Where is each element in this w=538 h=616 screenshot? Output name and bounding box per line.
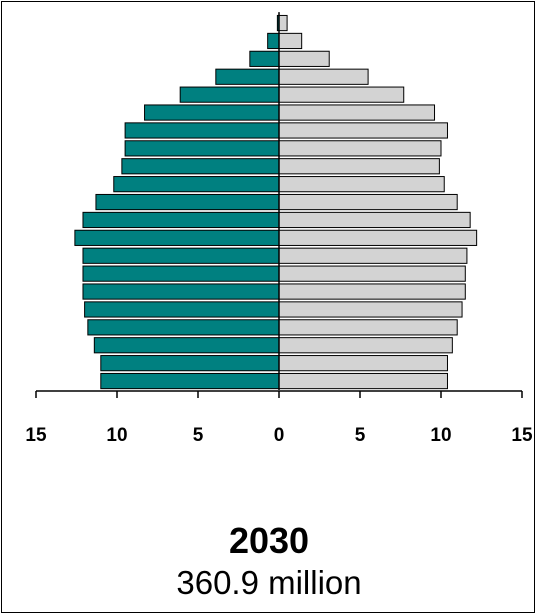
left-bar-1 [100, 355, 280, 372]
x-axis [35, 12, 523, 398]
x-tick-label: 0 [274, 425, 285, 446]
x-tick-label: 15 [511, 425, 533, 446]
x-tick-label: 5 [193, 425, 204, 446]
caption-total-population: 360.9 million [176, 564, 362, 601]
left-bar-12 [121, 158, 280, 175]
caption-year: 2030 [228, 520, 310, 561]
right-bar-19 [278, 32, 303, 50]
x-tick-labels: 15 10 5 0 5 10 15 [25, 425, 533, 446]
x-tick-label: 10 [430, 425, 451, 446]
left-bar-19 [267, 32, 280, 50]
left-bar-8 [74, 229, 280, 246]
left-bar-2 [93, 337, 280, 354]
right-bar-2 [278, 337, 453, 354]
right-bar-17 [278, 68, 369, 85]
right-bar-14 [278, 122, 448, 139]
left-bar-11 [113, 176, 280, 193]
right-bar-12 [278, 158, 440, 175]
left-bar-15 [144, 104, 280, 121]
right-bar-3 [278, 319, 458, 336]
left-bar-17 [215, 68, 280, 85]
right-bar-13 [278, 140, 442, 157]
right-bar-7 [278, 247, 468, 264]
left-bar-9 [82, 211, 280, 229]
left-bar-5 [82, 283, 280, 300]
right-bar-8 [278, 229, 478, 246]
left-bar-16 [179, 86, 280, 103]
right-bar-6 [278, 265, 466, 282]
left-bar-0 [100, 372, 280, 390]
right-bar-1 [278, 355, 448, 372]
right-bar-11 [278, 176, 445, 193]
right-bar-9 [278, 211, 471, 229]
x-tick-label: 5 [355, 425, 366, 446]
right-bar-10 [278, 193, 458, 211]
left-bar-14 [124, 122, 280, 139]
right-bar-5 [278, 283, 466, 300]
right-bar-20 [278, 14, 288, 32]
x-tick-label: 15 [25, 425, 47, 446]
right-bar-0 [278, 372, 448, 390]
right-bar-16 [278, 86, 405, 103]
left-bars-group [74, 14, 280, 390]
population-pyramid-chart: 15 10 5 0 5 10 15 [25, 12, 533, 446]
left-bar-4 [84, 301, 280, 318]
x-tick-label: 10 [106, 425, 127, 446]
right-bars-group [278, 14, 478, 390]
left-bar-7 [82, 247, 280, 264]
left-bar-13 [124, 140, 280, 157]
left-bar-3 [87, 319, 280, 336]
left-bar-18 [249, 50, 280, 67]
right-bar-15 [278, 104, 436, 121]
left-bar-6 [82, 265, 280, 282]
left-bar-10 [95, 193, 280, 211]
right-bar-4 [278, 301, 463, 318]
right-bar-18 [278, 50, 330, 67]
